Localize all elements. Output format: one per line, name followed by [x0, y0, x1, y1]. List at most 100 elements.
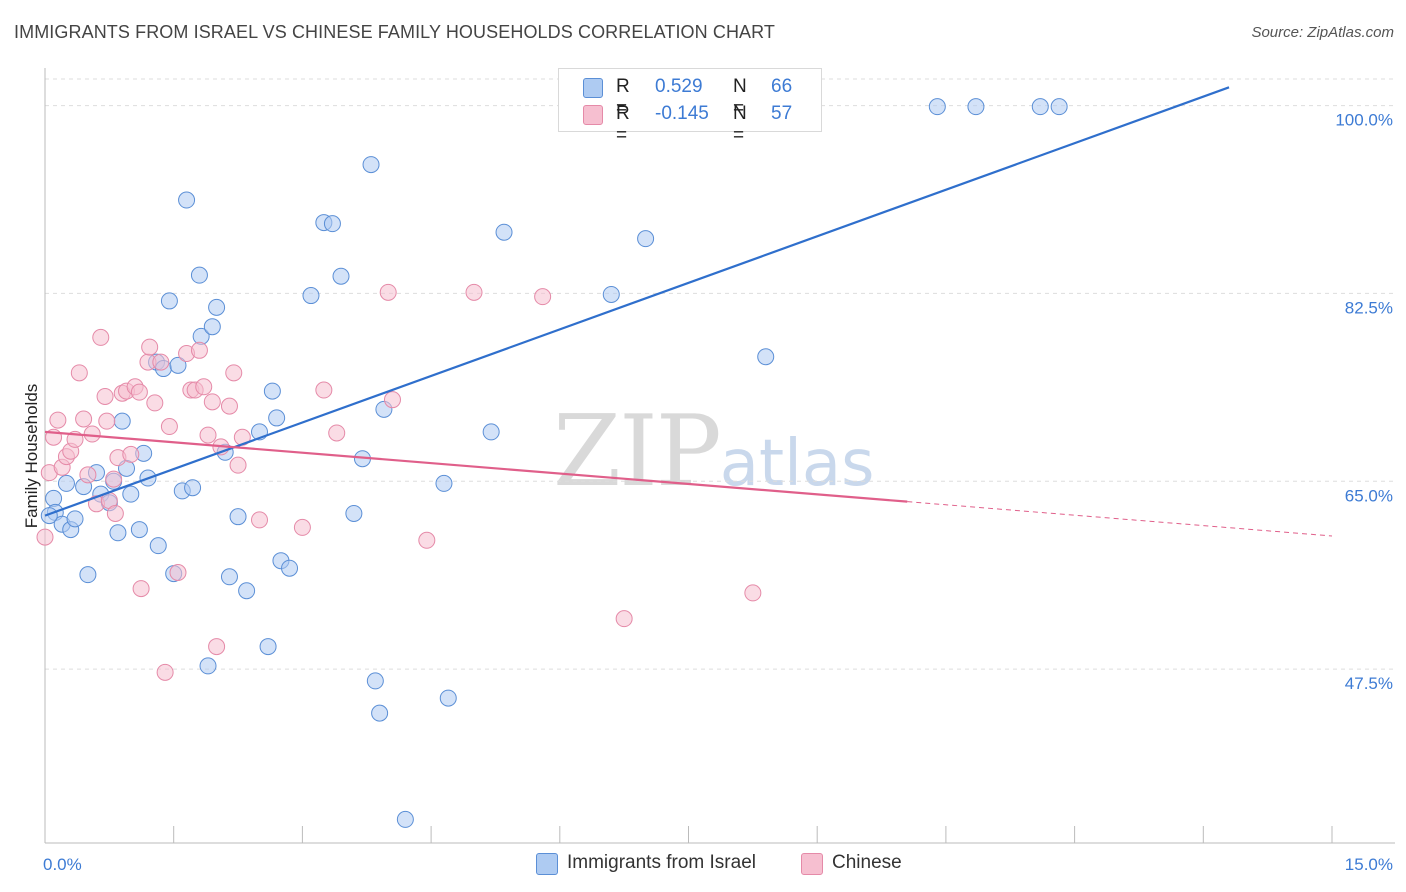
- legend-r-label: R =: [616, 76, 630, 119]
- chinese-data-point[interactable]: [132, 580, 150, 598]
- source-credit: Source: ZipAtlas.com: [1251, 24, 1394, 41]
- israel-data-point[interactable]: [1031, 98, 1049, 116]
- chinese-data-point[interactable]: [229, 456, 247, 474]
- israel-data-point[interactable]: [160, 292, 178, 310]
- chinese-data-point[interactable]: [146, 394, 164, 412]
- israel-data-point[interactable]: [362, 156, 380, 174]
- israel-data-point[interactable]: [435, 474, 453, 492]
- chinese-data-point[interactable]: [49, 411, 67, 429]
- israel-data-point[interactable]: [757, 348, 775, 366]
- israel-data-point[interactable]: [208, 298, 226, 316]
- israel-data-point[interactable]: [332, 267, 350, 285]
- israel-data-point[interactable]: [220, 568, 238, 586]
- israel-data-point[interactable]: [637, 230, 655, 248]
- israel-data-point[interactable]: [184, 479, 202, 497]
- israel-data-point[interactable]: [1050, 98, 1068, 116]
- israel-data-point[interactable]: [229, 508, 247, 526]
- israel-data-point[interactable]: [40, 507, 58, 525]
- israel-data-point[interactable]: [130, 521, 148, 539]
- israel-data-point[interactable]: [178, 191, 196, 209]
- chinese-data-point[interactable]: [199, 426, 217, 444]
- chinese-data-point[interactable]: [156, 663, 174, 681]
- chinese-legend-swatch: [801, 853, 823, 875]
- legend-n-value: 66: [771, 76, 793, 97]
- chinese-data-point[interactable]: [328, 424, 346, 442]
- israel-data-point[interactable]: [169, 356, 187, 374]
- y-axis-label: Family Households: [22, 384, 41, 529]
- israel-data-point[interactable]: [66, 510, 84, 528]
- chinese-data-point[interactable]: [36, 528, 54, 546]
- chinese-data-point[interactable]: [96, 387, 114, 405]
- israel-data-point[interactable]: [371, 704, 389, 722]
- chinese-data-point[interactable]: [122, 445, 140, 463]
- chinese-data-point[interactable]: [169, 564, 187, 582]
- israel-data-point[interactable]: [268, 409, 286, 427]
- israel-data-point[interactable]: [113, 412, 131, 430]
- chinese-data-point[interactable]: [141, 338, 159, 356]
- chinese-data-point[interactable]: [203, 393, 221, 411]
- chinese-data-point[interactable]: [744, 584, 762, 602]
- chinese-data-point[interactable]: [465, 283, 483, 301]
- israel-data-point[interactable]: [495, 223, 513, 241]
- israel-data-point[interactable]: [345, 504, 363, 522]
- chinese-data-point[interactable]: [92, 328, 110, 346]
- trend-lines: [44, 86, 1333, 537]
- israel-data-point[interactable]: [323, 215, 341, 233]
- israel-data-point[interactable]: [263, 382, 281, 400]
- y-tick-label: 82.5%: [1345, 298, 1393, 317]
- israel-data-point[interactable]: [57, 474, 75, 492]
- chinese-data-point[interactable]: [190, 341, 208, 359]
- israel-data-point[interactable]: [439, 689, 457, 707]
- chinese-data-point[interactable]: [379, 283, 397, 301]
- israel-data-point[interactable]: [149, 537, 167, 555]
- israel-data-point[interactable]: [482, 423, 500, 441]
- legend-n-label: N =: [733, 103, 747, 146]
- chinese-data-point[interactable]: [98, 412, 116, 430]
- x-tick-label: 0.0%: [43, 855, 82, 874]
- israel-data-point[interactable]: [79, 566, 97, 584]
- chinese-data-point[interactable]: [106, 504, 124, 522]
- chinese-trend-extrapolation: [907, 501, 1333, 537]
- y-tick-label: 100.0%: [1335, 111, 1393, 130]
- axes: [44, 68, 1395, 844]
- chinese-data-point[interactable]: [195, 378, 213, 396]
- legend-r-value: 0.529: [655, 76, 703, 97]
- chinese-data-point[interactable]: [225, 364, 243, 382]
- israel-data-point[interactable]: [302, 287, 320, 305]
- israel-data-point[interactable]: [928, 98, 946, 116]
- israel-data-point[interactable]: [602, 285, 620, 303]
- chinese-data-point[interactable]: [383, 391, 401, 409]
- israel-data-point[interactable]: [199, 657, 217, 675]
- israel-data-point[interactable]: [122, 485, 140, 503]
- israel-data-point[interactable]: [366, 672, 384, 690]
- chinese-data-point[interactable]: [293, 518, 311, 536]
- israel-data-point[interactable]: [190, 266, 208, 284]
- chinese-data-point[interactable]: [315, 381, 333, 399]
- chinese-data-point[interactable]: [79, 466, 97, 484]
- israel-legend-label: Immigrants from Israel: [567, 852, 756, 873]
- chinese-data-point[interactable]: [160, 418, 178, 436]
- israel-data-point[interactable]: [396, 810, 414, 828]
- israel-data-point[interactable]: [259, 638, 277, 656]
- chinese-data-point[interactable]: [220, 397, 238, 415]
- israel-data-point[interactable]: [203, 318, 221, 336]
- chinese-data-point[interactable]: [130, 383, 148, 401]
- israel-data-point[interactable]: [281, 559, 299, 577]
- legend-n-label: N =: [733, 76, 747, 119]
- chinese-data-point[interactable]: [152, 353, 170, 371]
- chinese-data-point[interactable]: [83, 425, 101, 443]
- chinese-data-point[interactable]: [534, 288, 552, 306]
- chinese-data-point[interactable]: [75, 410, 93, 428]
- israel-data-point[interactable]: [967, 98, 985, 116]
- israel-data-point[interactable]: [45, 489, 63, 507]
- israel-data-point[interactable]: [109, 524, 127, 542]
- chinese-data-point[interactable]: [70, 364, 88, 382]
- legend-r-value: -0.145: [655, 103, 709, 124]
- chinese-data-point[interactable]: [208, 638, 226, 656]
- chinese-data-point[interactable]: [615, 610, 633, 628]
- chinese-data-point[interactable]: [251, 511, 268, 529]
- grid-lines: [45, 78, 1395, 670]
- chinese-data-point[interactable]: [105, 470, 123, 488]
- chinese-data-point[interactable]: [418, 531, 436, 549]
- israel-data-point[interactable]: [238, 582, 256, 600]
